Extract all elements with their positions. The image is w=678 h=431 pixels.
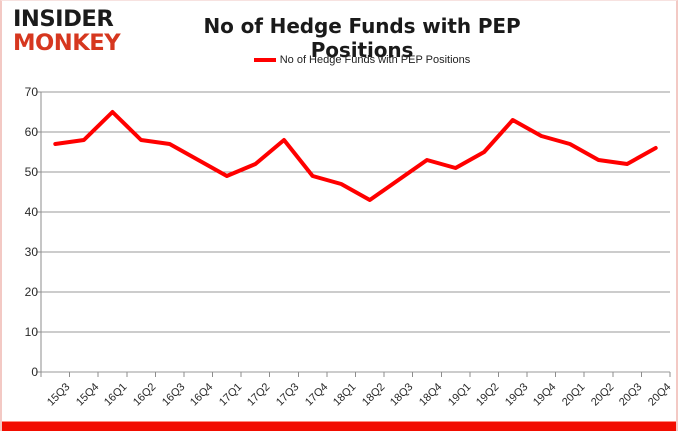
y-axis-tick-label: 40: [24, 205, 38, 219]
y-axis-tick-label: 50: [24, 165, 38, 179]
chart-title: No of Hedge Funds with PEP Positions: [203, 14, 521, 62]
chart-legend: No of Hedge Funds with PEP Positions: [152, 54, 572, 66]
insider-monkey-logo: INSIDER MONKEY: [13, 9, 135, 59]
y-axis-labels: 0 10 20 30 40 50 60 70: [2, 1, 38, 431]
legend-item-label: No of Hedge Funds with PEP Positions: [279, 54, 471, 66]
y-axis-tick-label: 10: [24, 325, 38, 339]
y-axis-tick-label: 60: [24, 125, 38, 139]
y-axis-tick-label: 0: [31, 365, 38, 379]
axis-lines: [36, 91, 42, 373]
y-axis-tick-label: 30: [24, 245, 38, 259]
data-series-line: [53, 110, 658, 202]
x-axis-tick-marks: [40, 372, 671, 377]
y-axis-tick-label: 20: [24, 285, 38, 299]
gridlines: [41, 91, 670, 373]
logo-text-insider: INSIDER: [13, 7, 114, 32]
bottom-accent-bar: [2, 421, 676, 431]
y-axis-tick-label: 70: [24, 85, 38, 99]
logo-text-monkey: MONKEY: [13, 31, 121, 56]
legend-color-swatch: [253, 58, 276, 62]
